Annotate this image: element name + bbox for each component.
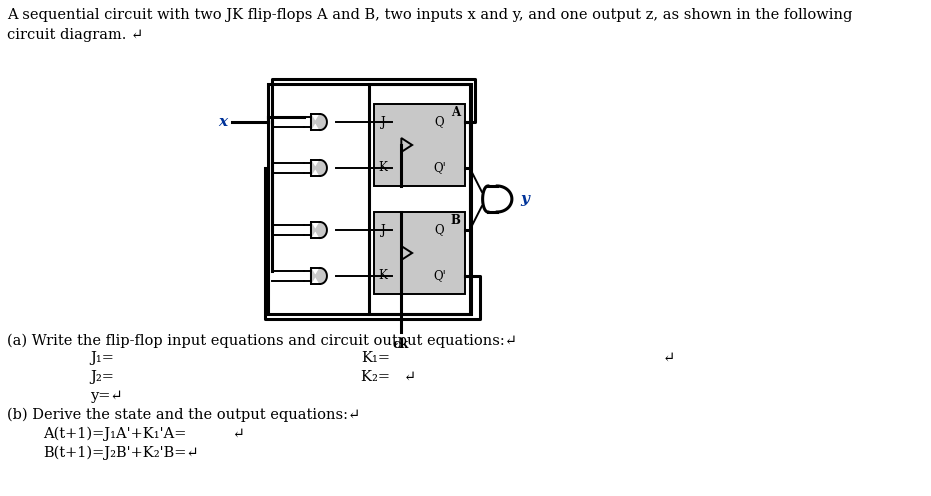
Text: B: B: [451, 214, 461, 227]
Text: J: J: [381, 116, 385, 128]
Text: J: J: [381, 224, 385, 237]
Text: y=↵: y=↵: [90, 389, 123, 403]
Text: ck: ck: [393, 338, 409, 351]
Text: A sequential circuit with two JK flip-flops A and B, two inputs x and y, and one: A sequential circuit with two JK flip-fl…: [7, 8, 852, 22]
Polygon shape: [311, 160, 327, 176]
Text: K₁=: K₁=: [361, 351, 390, 365]
Text: K: K: [379, 162, 387, 175]
Text: J₁=: J₁=: [90, 351, 115, 365]
Text: A: A: [451, 106, 460, 119]
Text: J₂=: J₂=: [90, 370, 115, 384]
Text: Q': Q': [433, 269, 446, 282]
Polygon shape: [311, 114, 327, 130]
Text: x: x: [218, 115, 227, 129]
Text: circuit diagram. ↵: circuit diagram. ↵: [7, 28, 143, 42]
Text: Q: Q: [435, 224, 444, 237]
Text: (b) Derive the state and the output equations:↵: (b) Derive the state and the output equa…: [7, 408, 360, 423]
Text: B(t+1)=J₂B'+K₂'B=↵: B(t+1)=J₂B'+K₂'B=↵: [43, 446, 198, 460]
Bar: [374, 104, 465, 186]
Bar: [369, 84, 470, 314]
Text: K: K: [379, 269, 387, 282]
Text: Q: Q: [435, 116, 444, 128]
Polygon shape: [311, 268, 327, 284]
Bar: [268, 84, 471, 314]
Text: Q': Q': [433, 162, 446, 175]
Polygon shape: [311, 222, 327, 238]
Text: A(t+1)=J₁A'+K₁'A=          ↵: A(t+1)=J₁A'+K₁'A= ↵: [43, 427, 245, 441]
Bar: [374, 212, 465, 294]
Text: K₂=   ↵: K₂= ↵: [361, 370, 416, 384]
Text: y: y: [520, 192, 530, 206]
Text: (a) Write the flip-flop input equations and circuit output equations:↵: (a) Write the flip-flop input equations …: [7, 334, 517, 348]
Text: ↵: ↵: [663, 351, 675, 365]
